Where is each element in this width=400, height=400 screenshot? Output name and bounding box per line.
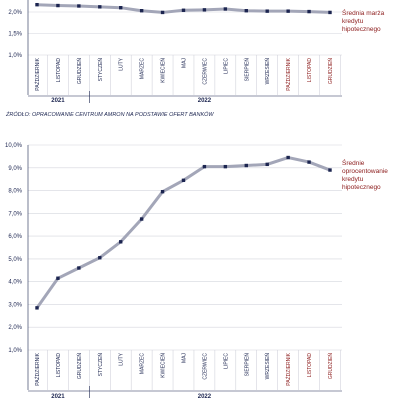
y-tick-label: 1,0% — [8, 53, 22, 59]
x-tick-label: CZERWIEC — [202, 58, 208, 85]
y-tick-label: 4,0% — [8, 280, 22, 286]
y-tick-label: 1,0% — [8, 348, 22, 354]
x-tick-label: GRUDZIEŃ — [327, 353, 334, 380]
x-tick-label: LISTOPAD — [56, 58, 62, 83]
marker — [223, 7, 228, 11]
marker — [244, 9, 248, 13]
x-tick-label: PAŹDZIERNIK — [34, 57, 41, 90]
y-tick-label: 3,0% — [8, 302, 22, 308]
marker — [223, 164, 228, 169]
marker — [119, 6, 123, 10]
marker — [119, 240, 123, 244]
marker — [181, 8, 186, 12]
marker — [160, 10, 165, 15]
marker — [307, 160, 311, 164]
x-tick-label: GRUDZIEŃ — [76, 353, 83, 380]
x-tick-label: LISTOPAD — [307, 353, 313, 378]
marker — [328, 10, 332, 15]
x-tick-label: KWIECIEŃ — [160, 58, 167, 83]
marker — [181, 178, 186, 183]
marker — [202, 164, 207, 169]
marker — [56, 3, 60, 8]
x-tick-label: STYCZEŃ — [97, 353, 104, 377]
series-label: oprocentowanie — [342, 168, 388, 175]
marker — [35, 2, 39, 7]
marker — [56, 276, 60, 280]
y-tick-label: 1,5% — [8, 32, 22, 38]
x-tick-label: LIPIEC — [223, 353, 229, 369]
x-tick-label: KWIECIEŃ — [160, 353, 167, 378]
x-tick-label: SIERPIEŃ — [243, 353, 250, 377]
x-tick-label: WRZESIEŃ — [264, 58, 271, 85]
series-label: hipotecznego — [342, 26, 381, 33]
y-tick-label: 5,0% — [8, 257, 22, 263]
series-label: kredytu — [342, 176, 364, 183]
x-tick-label: MARZEC — [140, 58, 146, 80]
x-tick-label: GRUDZIEŃ — [327, 58, 334, 85]
marker — [160, 189, 165, 194]
x-tick-label: LISTOPAD — [307, 58, 313, 83]
x-tick-label: WRZESIEŃ — [264, 353, 271, 380]
x-tick-label: PAŹDZIERNIK — [285, 352, 292, 385]
marker — [35, 306, 39, 310]
marker — [77, 266, 81, 270]
year-label: 2021 — [51, 98, 65, 104]
x-tick-label: PAŹDZIERNIK — [285, 57, 292, 90]
x-tick-label: SIERPIEŃ — [243, 58, 250, 82]
y-tick-label: 9,0% — [8, 166, 22, 172]
x-tick-label: PAŹDZIERNIK — [34, 352, 41, 385]
marker — [328, 168, 332, 172]
marker — [98, 5, 102, 9]
year-label: 2022 — [198, 98, 212, 104]
y-tick-label: 7,0% — [8, 211, 22, 217]
y-tick-label: 10,0% — [5, 143, 23, 149]
marker — [265, 162, 269, 167]
y-tick-label: 2,0% — [8, 325, 22, 331]
series-label: hipotecznego — [342, 184, 381, 191]
x-tick-label: MAJ — [182, 353, 188, 364]
x-tick-label: STYCZEŃ — [97, 58, 104, 82]
year-label: 2021 — [51, 394, 65, 400]
marker — [286, 155, 290, 160]
series-label: Średnia marża — [342, 8, 385, 17]
source: ŹRÓDŁO: OPRACOWANIE CENTRUM AMRON NA POD… — [5, 111, 214, 118]
x-tick-label: LUTY — [119, 352, 125, 365]
marker — [139, 217, 144, 221]
marker — [307, 9, 311, 14]
marker — [202, 8, 207, 12]
x-tick-label: LIPIEC — [223, 58, 229, 74]
y-tick-label: 8,0% — [8, 189, 22, 195]
marker — [265, 9, 269, 13]
x-tick-label: GRUDZIEŃ — [76, 58, 83, 85]
marker — [98, 256, 102, 260]
series-label: kredytu — [342, 18, 364, 25]
x-tick-label: MARZEC — [140, 353, 146, 375]
x-tick-label: CZERWIEC — [202, 353, 208, 380]
x-tick-label: MAJ — [182, 58, 188, 69]
y-tick-label: 6,0% — [8, 234, 22, 240]
marker — [244, 163, 248, 168]
marker — [139, 9, 144, 13]
marker — [77, 4, 81, 8]
x-tick-label: LUTY — [119, 57, 125, 70]
x-tick-label: LISTOPAD — [56, 353, 62, 378]
marker — [286, 9, 290, 13]
y-tick-label: 2,0% — [8, 10, 22, 16]
series-label: Średnie — [342, 158, 365, 167]
year-label: 2022 — [198, 394, 212, 400]
